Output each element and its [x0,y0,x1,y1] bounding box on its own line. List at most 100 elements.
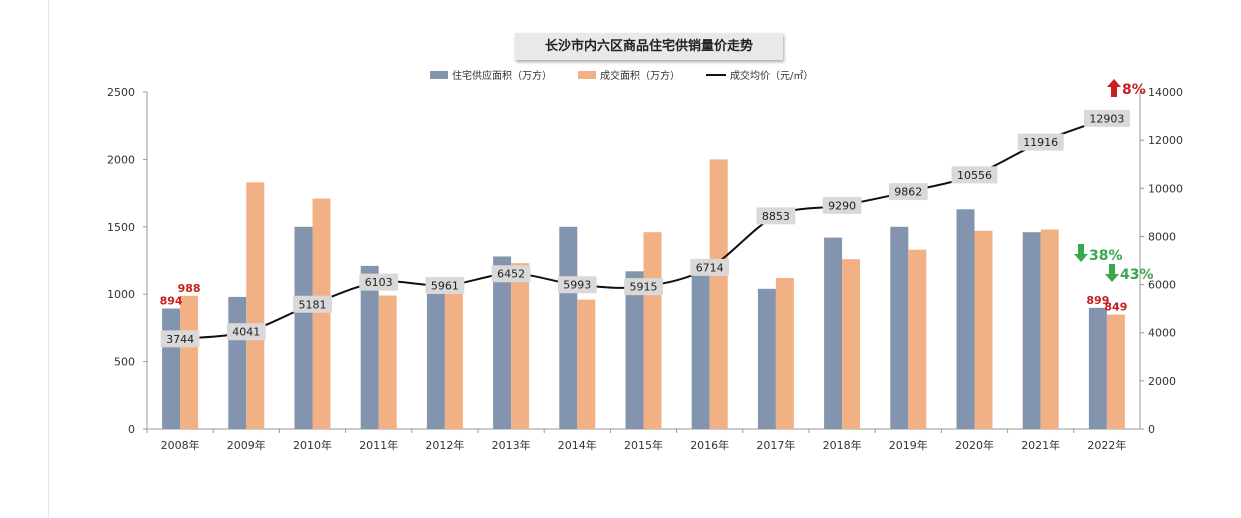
price-data-label: 4041 [232,326,260,339]
down-arrow-icon [1074,244,1088,262]
legend-item-deal: 成交面积（万方） [578,67,680,82]
chart-legend: 住宅供应面积（万方） 成交面积（万方） 成交均价（元/㎡） [430,67,813,82]
bar-supply [294,226,313,429]
left-axis-tick-label: 1500 [107,221,135,234]
price-data-label: 3744 [166,333,194,346]
x-axis-tick-label: 2009年 [227,438,266,452]
legend-label-price: 成交均价（元/㎡） [730,71,814,82]
price-label-box [226,323,266,341]
x-axis-tick-label: 2020年 [955,438,994,452]
x-axis-tick-label: 2017年 [756,438,795,452]
bar-deal [709,159,728,429]
right-axis-tick-label: 8000 [1148,230,1176,243]
right-axis-tick-label: 4000 [1148,327,1176,340]
price-data-label: 9862 [894,186,922,199]
price-label-box [951,166,998,184]
bar-supply [426,292,445,429]
price-data-label: 11916 [1023,136,1058,149]
legend-swatch-deal [578,70,596,79]
left-axis-tick-label: 1000 [107,288,135,301]
price-data-label: 5915 [630,281,658,294]
price-data-label: 6103 [365,276,393,289]
legend-swatch-supply [430,70,448,79]
right-axis-tick-label: 2000 [1148,375,1176,388]
right-axis-tick-label: 6000 [1148,279,1176,292]
price-data-label: 6452 [497,268,525,281]
x-axis-tick-label: 2010年 [293,438,332,452]
price-label-box [1017,133,1064,151]
bar-supply [1088,307,1107,429]
right-axis-tick-label: 14000 [1148,86,1183,99]
price-data-label: 5961 [431,280,459,293]
deal-2008-label: 988 [178,282,201,295]
price-data-label: 12903 [1089,112,1124,125]
x-axis-tick-label: 2021年 [1021,438,1060,452]
price-label-box [1083,109,1130,127]
bar-supply [824,237,843,429]
price-data-label: 6714 [696,261,724,274]
x-axis-tick-label: 2019年 [889,438,928,452]
left-axis-tick-label: 500 [114,356,135,369]
price-data-label: 9290 [828,199,856,212]
price-change-label: 8% [1122,82,1146,98]
bar-supply [360,265,379,429]
bar-supply [757,288,776,429]
x-axis-tick-label: 2018年 [823,438,862,452]
price-label-box [425,277,465,295]
right-axis-tick-label: 10000 [1148,182,1183,195]
bar-deal [180,295,199,429]
left-axis-tick-label: 2000 [107,153,135,166]
x-axis-tick-label: 2016年 [690,438,729,452]
bar-deal [246,182,265,429]
bar-supply [228,296,247,429]
bar-supply [1022,232,1041,429]
bar-deal [643,232,662,429]
legend-label-deal: 成交面积（万方） [600,71,680,82]
x-axis-tick-label: 2013年 [492,438,531,452]
bar-supply [890,226,909,429]
page-left-border [48,0,49,518]
right-axis-tick-label: 12000 [1148,134,1183,147]
bar-deal [577,299,596,429]
legend-item-price: 成交均价（元/㎡） [706,67,813,82]
bar-deal [1040,229,1059,429]
bar-deal [312,198,331,429]
left-axis-tick-label: 2500 [107,86,135,99]
legend-swatch-price [706,73,726,76]
price-data-label: 8853 [762,210,790,223]
bar-supply [625,271,644,429]
x-axis-tick-label: 2011年 [359,438,398,452]
supply-change-label: 38% [1089,248,1123,264]
x-axis-tick-label: 2012年 [425,438,464,452]
right-axis-tick-label: 0 [1148,423,1155,436]
up-arrow-icon [1107,79,1121,97]
deal-2022-label: 849 [1104,301,1127,314]
price-data-label: 5181 [299,298,327,311]
legend-item-supply: 住宅供应面积（万方） [430,67,552,82]
price-label-box [822,196,862,214]
bar-deal [444,286,463,429]
price-data-label: 10556 [957,169,992,182]
bar-deal [842,259,861,429]
bar-deal [511,263,530,429]
x-axis-tick-label: 2008年 [161,438,200,452]
bar-supply [956,209,975,429]
price-label-box [491,265,531,283]
bar-supply [559,226,578,429]
x-axis-tick-label: 2022年 [1087,438,1126,452]
x-axis-tick-label: 2014年 [558,438,597,452]
left-axis-tick-label: 0 [128,423,135,436]
bar-deal [974,230,993,429]
price-label-box [756,207,796,225]
price-label-box [160,330,200,348]
legend-label-supply: 住宅供应面积（万方） [452,71,552,82]
bar-deal [908,249,927,429]
price-label-box [888,183,928,201]
bar-deal [1106,314,1125,429]
price-label-box [690,258,730,276]
price-label-box [359,273,399,291]
supply-2022-label: 899 [1086,294,1109,307]
bar-deal [378,295,397,429]
price-label-box [293,295,332,313]
down-arrow-icon [1105,264,1119,282]
